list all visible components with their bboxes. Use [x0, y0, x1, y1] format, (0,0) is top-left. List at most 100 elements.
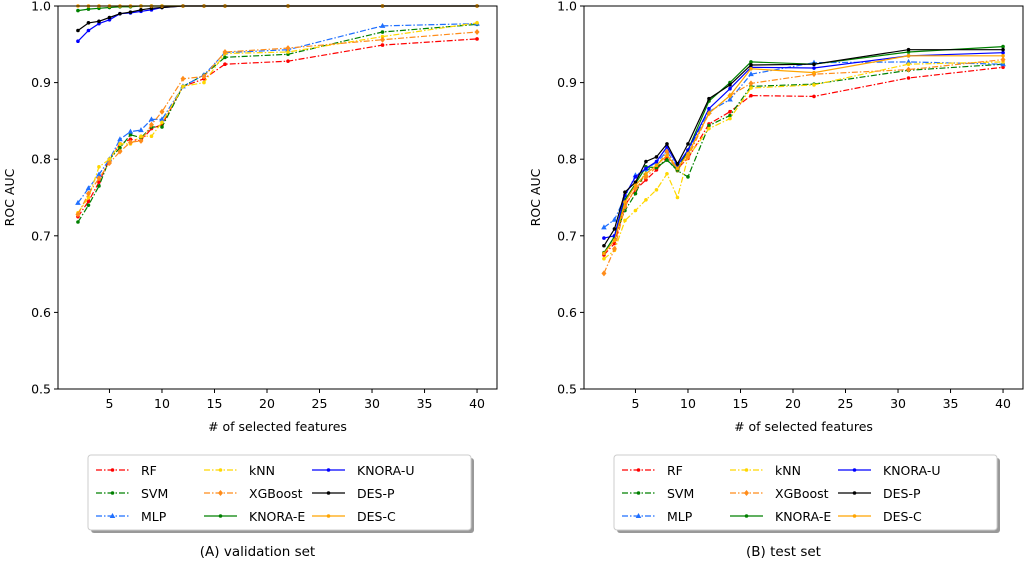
- data-point-des-c: [906, 53, 911, 58]
- series-line-knn: [77, 22, 478, 214]
- data-point-mlp: [148, 116, 155, 122]
- legend-marker-knora-u: [326, 468, 331, 472]
- data-point-knn: [654, 188, 659, 192]
- legend-label: SVM: [667, 486, 694, 501]
- data-point-des-p: [602, 243, 606, 248]
- series-line-knora-e: [603, 46, 1004, 254]
- data-point-des-p: [749, 63, 753, 67]
- data-point-des-c: [623, 200, 627, 204]
- legend-label: MLP: [667, 509, 693, 524]
- legend-label: KNORA-U: [883, 463, 941, 478]
- series-group: [601, 44, 1006, 277]
- x-tick-label: 20: [259, 396, 275, 411]
- data-point-knn: [623, 218, 627, 223]
- x-tick-label: 15: [733, 396, 749, 411]
- data-point-rf: [286, 59, 290, 63]
- legend-marker-rf: [110, 468, 115, 472]
- data-point-rf: [728, 109, 732, 114]
- y-tick-label: 0.9: [31, 75, 51, 90]
- data-point-knora-u: [86, 28, 91, 33]
- data-point-des-c: [602, 251, 606, 256]
- data-point-knn: [644, 197, 648, 202]
- data-point-mlp: [601, 224, 607, 230]
- legend-marker-knora-e: [744, 514, 749, 518]
- legend-box: [87, 454, 472, 531]
- data-point-mlp: [85, 185, 92, 191]
- data-point-mlp: [75, 199, 81, 205]
- data-point-rf: [644, 178, 648, 182]
- y-tick-label: 1.0: [31, 0, 51, 14]
- legend-marker-knora-e: [218, 514, 223, 518]
- data-point-rf: [906, 76, 911, 80]
- y-tick-label: 0.5: [557, 382, 577, 397]
- x-tick-label: 35: [417, 396, 433, 411]
- data-point-rf: [812, 94, 816, 99]
- y-tick-label: 0.6: [31, 305, 51, 320]
- data-point-rf: [97, 180, 101, 184]
- data-point-rf: [1001, 65, 1005, 70]
- legend-label: KNORA-E: [775, 509, 831, 524]
- axes-frame: [583, 5, 1024, 390]
- data-point-rf: [128, 137, 133, 142]
- data-point-xgboost: [601, 270, 607, 277]
- data-point-svm: [380, 30, 385, 34]
- data-point-knn: [139, 134, 143, 139]
- data-point-xgboost: [106, 160, 112, 167]
- x-tick-label: 40: [469, 396, 485, 411]
- data-point-des-c: [812, 70, 816, 75]
- data-point-knora-e: [86, 7, 91, 11]
- data-point-xgboost: [85, 190, 91, 197]
- data-point-svm: [160, 125, 164, 129]
- data-point-xgboost: [127, 139, 133, 146]
- data-point-rf: [223, 62, 227, 67]
- chart-panel-1: 5 10 15 20 25 30 35 40 0.5 0.6 0.7 0.8 0.9 1.0 # of se…: [2, 0, 498, 560]
- data-point-svm: [707, 123, 711, 128]
- data-point-xgboost: [906, 66, 912, 73]
- panel-caption: (B) test set: [746, 544, 821, 560]
- data-point-des-p: [644, 159, 648, 164]
- data-point-svm: [86, 203, 91, 207]
- legend-marker-xgboost: [218, 490, 223, 496]
- y-tick-label: 0.7: [557, 228, 577, 243]
- chart-panel-2: 5 10 15 20 25 30 35 40 0.5 0.6 0.7 0.8 0.9 1.0 # of se…: [528, 0, 1024, 560]
- data-point-knn: [149, 134, 154, 139]
- data-point-knn: [475, 21, 479, 25]
- y-tick-label: 0.6: [557, 305, 577, 320]
- legend-label: kNN: [775, 463, 801, 478]
- data-point-xgboost: [148, 121, 154, 128]
- x-tick-label: 10: [154, 396, 170, 411]
- data-point-knora-u: [633, 175, 638, 179]
- data-point-xgboost: [748, 80, 754, 87]
- legend-label: DES-P: [883, 486, 921, 501]
- data-point-svm: [76, 220, 80, 224]
- data-point-des-p: [654, 155, 659, 159]
- series-line-des-p: [77, 5, 477, 31]
- y-tick-label: 0.7: [31, 228, 51, 243]
- data-point-knora-u: [728, 86, 732, 91]
- data-point-knora-u: [812, 66, 816, 70]
- legend-label: DES-C: [883, 509, 922, 524]
- series-line-knn: [603, 61, 1004, 260]
- data-point-des-c: [675, 166, 680, 171]
- data-point-svm: [686, 175, 690, 179]
- x-axis-label: # of selected features: [734, 419, 873, 434]
- data-point-knora-u: [654, 159, 659, 164]
- x-tick-label: 40: [995, 396, 1011, 411]
- legend-label: RF: [667, 463, 683, 478]
- data-point-mlp: [748, 71, 754, 77]
- legend-marker-mlp: [109, 513, 116, 518]
- data-point-knn: [749, 86, 753, 90]
- data-point-svm: [728, 113, 732, 118]
- axes-frame: [57, 5, 498, 390]
- data-point-des-c: [707, 111, 711, 116]
- data-point-knn: [118, 142, 122, 146]
- legend-marker-knora-u: [852, 468, 857, 472]
- data-point-knn: [181, 84, 185, 89]
- data-point-knn: [707, 126, 711, 131]
- legend-label: kNN: [249, 463, 275, 478]
- data-point-xgboost: [201, 73, 207, 80]
- series-line-knora-u: [603, 52, 1004, 239]
- x-axis-label: # of selected features: [208, 419, 347, 434]
- x-tick-label: 20: [785, 396, 801, 411]
- data-point-mlp: [727, 96, 733, 102]
